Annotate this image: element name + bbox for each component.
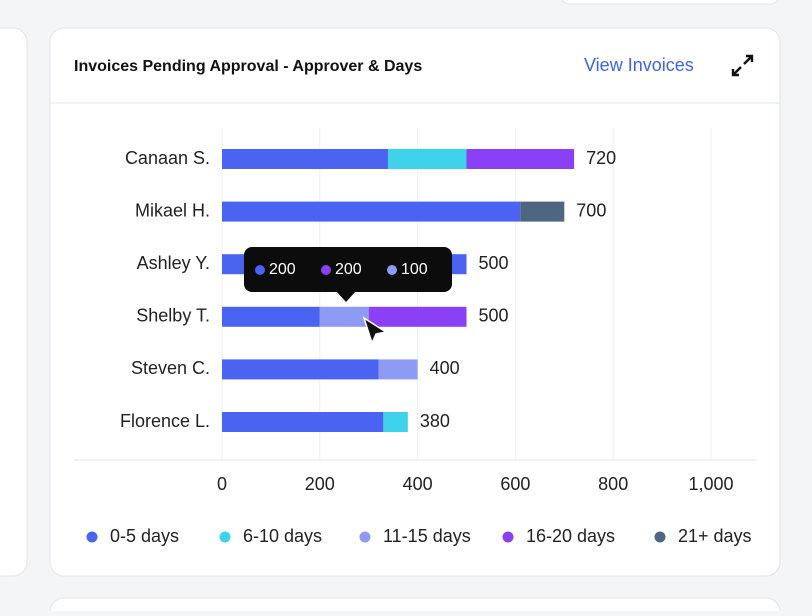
tooltip xyxy=(244,247,452,292)
plot: 0 200 400 600 800 1,000 Canaan S. 720 Mikael H. 7… xyxy=(74,128,757,546)
total-label: 400 xyxy=(430,358,460,378)
x-tick-label: 0 xyxy=(217,474,227,494)
tooltip-value: 200 xyxy=(269,261,296,278)
legend-dot xyxy=(86,531,98,543)
x-tick-label: 200 xyxy=(305,474,335,494)
y-tick-label: Florence L. xyxy=(120,411,210,431)
total-label: 380 xyxy=(420,411,450,431)
x-tick-label: 800 xyxy=(598,474,628,494)
chart-title: Invoices Pending Approval - Approver & D… xyxy=(74,58,422,75)
bar-segment xyxy=(388,149,467,169)
legend-label: 11-15 days xyxy=(383,526,471,546)
y-tick-label: Shelby T. xyxy=(136,306,210,326)
total-label: 700 xyxy=(576,200,606,220)
legend-dot xyxy=(359,531,371,543)
card xyxy=(49,27,781,577)
legend-label: 6-10 days xyxy=(243,526,322,546)
side-card xyxy=(0,27,28,577)
y-tick-label: Mikael H. xyxy=(135,200,210,220)
bar-segment xyxy=(383,412,408,432)
bar-segment xyxy=(378,359,418,380)
tooltip-value: 200 xyxy=(335,261,362,278)
bar-segment xyxy=(222,149,389,169)
total-label: 500 xyxy=(479,253,509,273)
x-tick-label: 600 xyxy=(500,474,530,494)
bar-segment xyxy=(222,201,521,222)
total-label: 720 xyxy=(586,148,616,168)
y-tick-label: Canaan S. xyxy=(125,148,210,168)
expand-icon[interactable] xyxy=(731,54,754,77)
bar-segment xyxy=(368,306,467,327)
legend-dot xyxy=(219,531,231,543)
tooltip-pointer xyxy=(336,291,356,302)
bar-segment xyxy=(222,359,379,380)
legend-label: 16-20 days xyxy=(526,526,615,546)
total-label: 500 xyxy=(479,306,509,326)
tooltip-dot xyxy=(255,265,265,275)
bar-segment xyxy=(466,149,575,169)
legend-dot xyxy=(654,531,666,543)
top-card xyxy=(561,0,779,5)
x-tick-label: 1,000 xyxy=(688,474,733,494)
bar-segment xyxy=(222,412,384,432)
bar-segment xyxy=(319,306,369,327)
legend-dot xyxy=(502,531,514,543)
view-link[interactable]: View Invoices xyxy=(584,55,694,75)
bar-segment xyxy=(222,306,320,327)
legend-label: 0-5 days xyxy=(110,526,179,546)
tooltip-dot xyxy=(387,265,397,275)
cursor xyxy=(362,316,388,346)
tooltip-value: 100 xyxy=(401,261,428,278)
bottom-card xyxy=(49,597,781,616)
x-tick-label: 400 xyxy=(403,474,433,494)
bar-segment xyxy=(520,201,565,222)
y-tick-label: Steven C. xyxy=(131,358,210,378)
legend-label: 21+ days xyxy=(678,526,752,546)
y-tick-label: Ashley Y. xyxy=(137,253,210,273)
tooltip-dot xyxy=(321,265,331,275)
